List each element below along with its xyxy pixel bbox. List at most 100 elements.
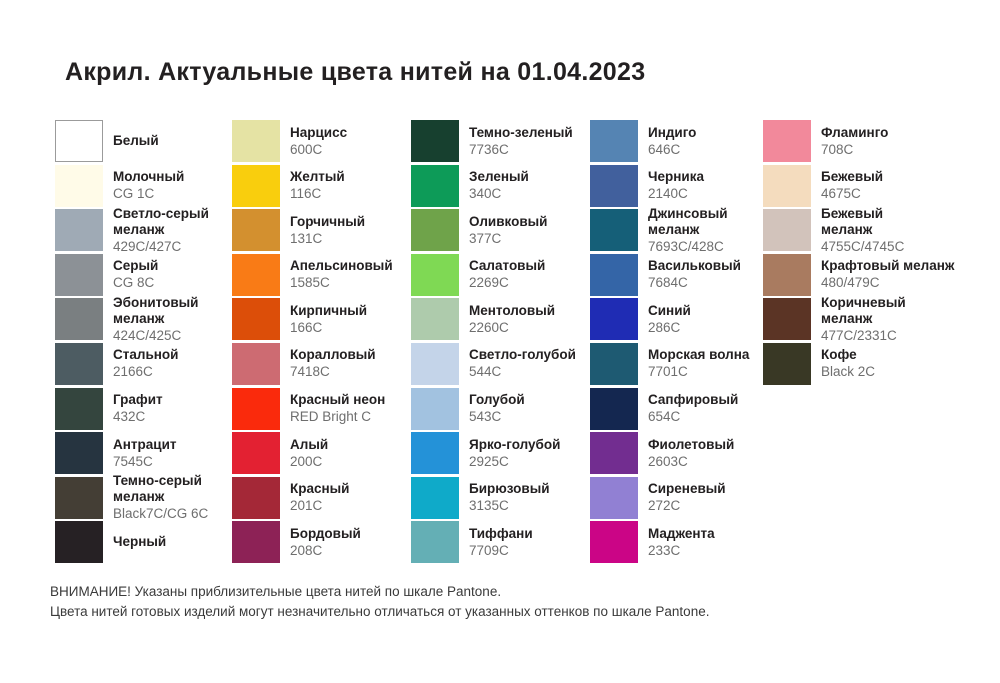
swatch-label: Черника 2140C [648,165,704,207]
swatch-row: Молочный CG 1C [55,164,227,210]
swatch-row: Оливковый 377C [411,209,585,254]
swatch-label: Бирюзовый 3135C [469,477,550,519]
color-swatch [232,342,280,385]
swatch-label: Голубой 543C [469,388,525,430]
swatch-row: Антрацит 7545C [55,432,227,477]
color-name: Сиреневый [648,481,726,497]
color-swatch [590,476,638,519]
swatch-row: Белый [55,120,227,165]
color-swatch [763,342,811,385]
swatch-label: Синий 286C [648,298,691,340]
swatch-label: Красный неон RED Bright C [290,388,385,430]
swatch-row: Бордовый 208C [232,521,406,566]
swatch-row: Ярко-голубой 2925C [411,432,585,477]
swatch-row: Индиго 646C [590,120,758,165]
swatch-row: Салатовый 2269C [411,253,585,299]
color-code: RED Bright C [290,409,372,425]
swatch-row: Стальной 2166C [55,342,227,388]
color-swatch [55,298,103,341]
swatch-label: Фламинго 708C [821,120,888,162]
color-name: Крафтовый меланж [821,258,955,274]
color-name: Белый [113,133,159,148]
footer-line-1: ВНИМАНИЕ! Указаны приблизительные цвета … [50,584,502,599]
color-name: Желтый [290,169,345,185]
color-code: 4755C/4745C [821,238,905,254]
color-code: 477C/2331C [821,327,897,343]
color-name: Апельсиновый [290,258,393,274]
color-column: Нарцисс 600C Желтый 116C Горчичный 131C Апельс… [232,120,406,566]
color-code: 2925C [469,453,509,469]
color-name: Синий [648,302,691,318]
color-swatch [232,253,280,296]
swatch-row: Кирпичный 166C [232,298,406,343]
color-code: Black 2C [821,364,876,380]
color-code: 200C [290,453,323,469]
swatch-row: Тиффани 7709C [411,521,585,566]
color-swatch [55,432,103,475]
color-code: 544C [469,364,502,380]
swatch-label: Коричневый меланж 477C/2331C [821,295,906,343]
color-name: Ментоловый [469,302,556,318]
page-title: Акрил. Актуальные цвета нитей на 01.04.2… [65,58,646,86]
color-swatch [232,164,280,207]
swatch-label: Кофе Black 2C [821,343,875,385]
swatch-row: Крафтовый меланж 480/479C [763,253,978,299]
color-name: Нарцисс [290,124,348,140]
color-code: 2603C [648,453,688,469]
color-name: Кофе [821,347,857,363]
color-name: Молочный [113,169,185,185]
swatch-label: Фиолетовый 2603C [648,432,734,474]
color-swatch [763,253,811,296]
color-code: 3135C [469,498,509,514]
swatch-label: Ментоловый 2260C [469,298,555,340]
color-code: 2166C [113,364,153,380]
color-code: 7684C [648,275,688,291]
color-code: 424C/425C [113,327,182,343]
swatch-label: Крафтовый меланж 480/479C [821,254,955,296]
swatch-label: Серый CG 8C [113,254,158,296]
color-swatch [55,209,103,252]
swatch-label: Молочный CG 1C [113,165,184,207]
swatch-row: Коралловый 7418C [232,342,406,388]
color-swatch [763,120,811,162]
color-name: Антрацит [113,436,177,452]
color-name: Голубой [469,392,525,408]
color-name: Черника [648,169,704,185]
color-code: 340C [469,186,502,202]
swatch-label: Васильковый 7684C [648,254,741,296]
swatch-label: Сапфировый 654C [648,388,738,430]
swatch-row: Сапфировый 654C [590,387,758,433]
color-name: Фиолетовый [648,436,735,452]
color-name: Джинсовый меланж [648,205,728,237]
swatch-label: Стальной 2166C [113,343,178,385]
color-swatch [590,521,638,564]
color-name: Алый [290,436,329,452]
swatch-label: Коралловый 7418C [290,343,376,385]
swatch-label: Индиго 646C [648,120,696,162]
color-code: 600C [290,141,323,157]
color-name: Индиго [648,124,697,140]
swatch-label: Темно-зеленый 7736C [469,120,573,162]
color-code: 4675C [821,186,861,202]
color-code: Black7C/CG 6C [113,506,209,522]
color-name: Светло-голубой [469,347,576,363]
swatch-label: Джинсовый меланж 7693C/428C [648,205,728,254]
color-name: Красный [290,481,350,497]
swatch-label: Оливковый 377C [469,209,547,251]
swatch-row: Апельсиновый 1585C [232,253,406,299]
swatch-row: Ментоловый 2260C [411,298,585,343]
color-name: Горчичный [290,213,366,229]
swatch-row: Серый CG 8C [55,253,227,299]
color-code: 272C [648,498,681,514]
color-code: 2140C [648,186,688,202]
color-swatch [590,253,638,296]
swatch-columns: Белый Молочный CG 1C Светло-серый меланж 429… [0,120,1000,570]
color-column: Темно-зеленый 7736C Зеленый 340C Оливковый 37… [411,120,585,566]
swatch-label: Светло-голубой 544C [469,343,576,385]
swatch-row: Горчичный 131C [232,209,406,254]
color-code: 1585C [290,275,330,291]
swatch-row: Голубой 543C [411,387,585,433]
swatch-row: Бирюзовый 3135C [411,476,585,522]
color-code: 480/479C [821,275,880,291]
